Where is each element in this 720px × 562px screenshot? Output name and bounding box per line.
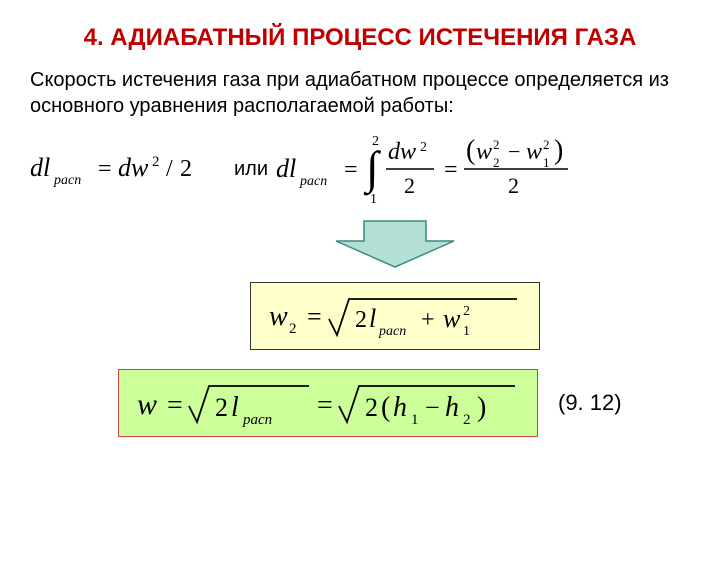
svg-text:2: 2 [180,156,192,182]
svg-text:=: = [444,157,458,183]
svg-text:1: 1 [463,324,470,339]
svg-text:1: 1 [411,412,419,428]
svg-text:2: 2 [215,393,228,422]
svg-text:∫: ∫ [363,142,381,196]
svg-text:2: 2 [543,137,550,152]
svg-text:): ) [477,392,486,423]
svg-text:расп: расп [53,173,81,188]
svg-text:=: = [317,390,333,421]
svg-text:2: 2 [420,140,427,155]
equation-reference: (9. 12) [558,390,622,416]
svg-text:2: 2 [372,134,379,149]
down-arrow [70,217,720,276]
svg-text:1: 1 [543,155,550,170]
svg-text:w: w [476,139,492,165]
equation-2: dl расп = ∫ 2 1 dw 2 2 = ( w 2 2 − w 2 1… [276,129,690,209]
svg-text:dw: dw [388,139,416,165]
page-title: 4. АДИАБАТНЫЙ ПРОЦЕСС ИСТЕЧЕНИЯ ГАЗА [0,22,720,53]
svg-text:=: = [344,157,358,183]
svg-text:2: 2 [404,173,415,198]
svg-text:2: 2 [355,307,367,333]
boxed-equation-1-wrap: w 2 = 2 l расп + w 2 1 [70,282,720,355]
svg-text:1: 1 [370,192,377,207]
boxed-equation-1: w 2 = 2 l расп + w 2 1 [250,282,540,350]
svg-text:h: h [445,392,459,423]
boxed-equation-2: w = 2 l расп = 2 ( h 1 − h 2 ) [118,369,538,437]
equation-1: dl расп = dw 2 / 2 [30,148,230,190]
svg-text:2: 2 [508,173,519,198]
svg-text:2: 2 [152,154,160,170]
svg-text:l: l [369,304,376,333]
svg-text:dl: dl [30,153,50,182]
svg-text:w: w [526,139,542,165]
svg-text:h: h [393,392,407,423]
equation-row: dl расп = dw 2 / 2 или dl расп = ∫ 2 1 d… [30,129,690,209]
svg-text:расп: расп [299,174,327,189]
svg-text:2: 2 [365,393,378,422]
svg-text:=: = [98,156,112,182]
svg-text:(: ( [381,392,390,423]
svg-text:+: + [421,307,435,333]
svg-text:расп: расп [378,324,406,339]
svg-text:dl: dl [276,154,296,183]
svg-text:l: l [231,392,239,423]
svg-text:dw: dw [118,153,149,182]
description-text: Скорость истечения газа при адиабатном п… [30,67,690,119]
svg-text:w: w [137,388,157,421]
svg-text:w: w [269,301,288,332]
boxed-equation-2-row: w = 2 l расп = 2 ( h 1 − h 2 ) (9. 12) [118,369,720,437]
svg-text:(: ( [466,135,475,166]
svg-text:2: 2 [463,412,471,428]
svg-text:2: 2 [289,321,297,337]
svg-text:2: 2 [493,137,500,152]
svg-text:−: − [425,393,440,422]
svg-text:расп: расп [242,412,272,428]
svg-text:=: = [167,390,183,421]
svg-text:w: w [443,304,461,333]
connector-text: или [234,158,268,181]
svg-text:−: − [508,139,520,164]
svg-text:): ) [554,135,563,166]
svg-text:2: 2 [463,304,470,319]
svg-text:/: / [166,156,173,182]
svg-text:2: 2 [493,155,500,170]
svg-text:=: = [307,302,322,331]
